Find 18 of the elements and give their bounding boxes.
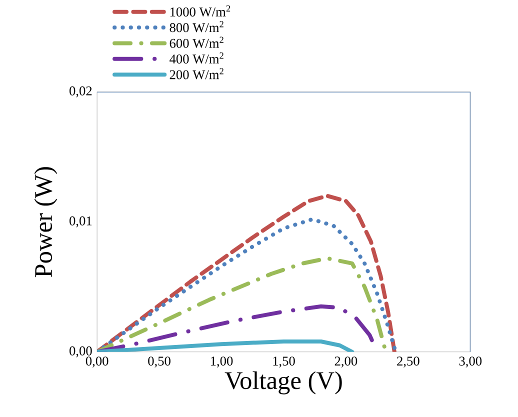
- y-axis-title: Power (W): [34, 167, 58, 278]
- legend-label: 200 W/m$^{2}$: [170, 68, 224, 80]
- y-tick-label: 0,02: [70, 86, 92, 98]
- x-tick-label: 2,50: [397, 356, 420, 368]
- legend-label: 800 W/m$^{2}$: [170, 21, 224, 32]
- x-tick-label: 0,50: [148, 356, 170, 368]
- legend-label: 400 W/m$^{2}$: [170, 52, 224, 64]
- y-tick-label: 0,01: [70, 216, 92, 228]
- y-tick-label: 0,00: [70, 346, 92, 358]
- x-tick-label: 1,50: [273, 356, 295, 368]
- x-tick-label: 0,00: [86, 356, 108, 368]
- legend-label: 1000 W/m$^{2}$: [170, 5, 230, 17]
- x-axis-title: Voltage (V): [224, 371, 342, 394]
- x-tick-label: 3,00: [459, 356, 482, 368]
- x-tick-label: 1,00: [211, 356, 233, 368]
- x-tick-label: 2,00: [334, 356, 358, 368]
- legend-label: 600 W/m$^{2}$: [170, 36, 224, 48]
- line-series: [97, 256, 388, 352]
